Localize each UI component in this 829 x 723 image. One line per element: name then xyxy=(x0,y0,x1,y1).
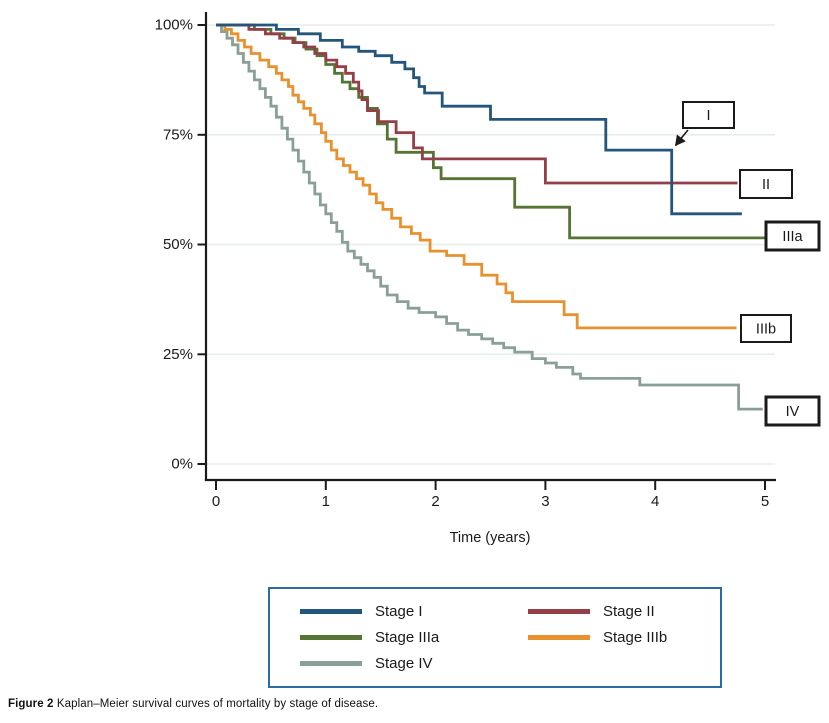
y-tick-label: 0% xyxy=(171,456,193,473)
y-tick-label: 50% xyxy=(163,236,193,253)
y-tick-label: 25% xyxy=(163,346,193,363)
annotation-arrow xyxy=(674,129,689,147)
end-label-text: IIIb xyxy=(756,322,776,338)
legend-label: Stage I xyxy=(375,603,423,620)
end-label-box xyxy=(764,220,821,252)
legend-entry-stage-iiib: Stage IIIb xyxy=(528,629,720,646)
y-tick-label: 75% xyxy=(163,126,193,143)
end-label-text: IIIa xyxy=(782,229,803,245)
x-tick-label: 1 xyxy=(322,493,330,510)
legend-swatch xyxy=(528,609,590,614)
end-label-box xyxy=(764,395,821,427)
x-axis-title: Time (years) xyxy=(450,530,531,546)
legend: Stage I Stage II Stage IIIa Stage IIIb Stage… xyxy=(268,587,722,688)
legend-entry-stage-iv: Stage IV xyxy=(300,655,528,672)
curve-stage-iiia xyxy=(216,23,765,240)
legend-swatch xyxy=(300,609,362,614)
end-label-text: IV xyxy=(786,404,800,420)
legend-entry-stage-iiia: Stage IIIa xyxy=(300,629,528,646)
legend-label: Stage IIIa xyxy=(375,629,440,646)
survival-curves xyxy=(216,23,765,411)
x-tick-label: 5 xyxy=(761,493,769,510)
x-tick-label: 0 xyxy=(212,493,220,510)
end-label-text: II xyxy=(762,177,770,193)
legend-swatch xyxy=(300,635,362,640)
x-tick-label: 2 xyxy=(431,493,439,510)
y-tick-label: 100% xyxy=(155,17,193,34)
y-axis-ticks: 100% 75% 50% 25% 0% xyxy=(155,17,206,473)
end-label-box xyxy=(740,314,792,343)
legend-swatch xyxy=(528,635,590,640)
x-axis-ticks: 0 1 2 3 4 5 xyxy=(212,481,769,510)
legend-swatch xyxy=(300,661,362,666)
legend-label: Stage IIIb xyxy=(603,629,668,646)
legend-label: Stage IV xyxy=(375,655,433,672)
x-tick-label: 4 xyxy=(651,493,659,510)
curve-stage-iv xyxy=(216,23,763,411)
caption-figure-number: Figure 2 xyxy=(8,698,54,710)
curve-stage-i xyxy=(216,23,742,216)
end-label-box xyxy=(739,169,793,199)
figure-caption: Figure 2 Kaplan–Meier survival curves of… xyxy=(8,698,378,710)
curve-stage-iiib xyxy=(216,23,737,330)
legend-entry-stage-i: Stage I xyxy=(300,603,528,620)
caption-text: Kaplan–Meier survival curves of mortalit… xyxy=(53,698,379,710)
x-tick-label: 3 xyxy=(541,493,549,510)
end-label-box xyxy=(682,101,735,129)
legend-entry-stage-ii: Stage II xyxy=(528,603,720,620)
curve-stage-ii xyxy=(216,23,738,185)
end-label-text: I xyxy=(706,108,710,124)
legend-label: Stage II xyxy=(603,603,655,620)
